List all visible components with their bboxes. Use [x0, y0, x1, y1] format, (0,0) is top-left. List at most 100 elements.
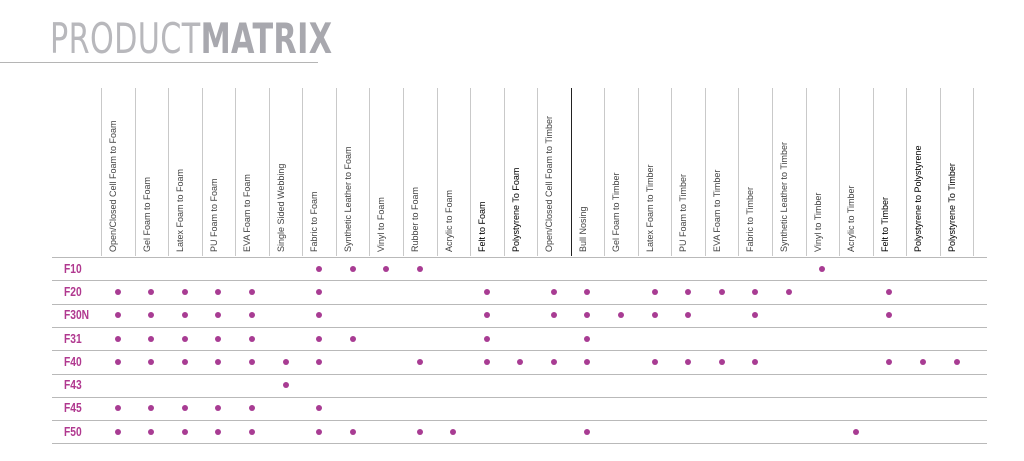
match-dot: [416, 428, 423, 435]
column-separator: [671, 88, 673, 256]
match-dot: [584, 335, 591, 342]
match-dot: [148, 358, 155, 365]
column-separator: [302, 88, 304, 256]
row-label: F43: [64, 378, 82, 393]
match-dot: [248, 335, 255, 342]
row-label: F10: [64, 261, 82, 276]
column-header: Vinyl to Timber: [807, 88, 827, 252]
match-dot: [584, 428, 591, 435]
match-dot: [215, 312, 222, 319]
match-dot: [215, 335, 222, 342]
match-dot: [248, 312, 255, 319]
match-dot: [316, 358, 323, 365]
match-dot: [114, 358, 121, 365]
match-dot: [282, 358, 289, 365]
match-dot: [181, 312, 188, 319]
column-header-label: Latex Foam to Foam: [175, 168, 186, 252]
match-dot: [752, 288, 759, 295]
match-dot: [819, 265, 826, 272]
match-dot: [215, 405, 222, 412]
match-dot: [483, 288, 490, 295]
match-dot: [886, 358, 893, 365]
row-separator: [52, 326, 988, 328]
match-dot: [148, 428, 155, 435]
column-header-label: Polystyrene To Timber: [946, 163, 957, 252]
title-bold: MATRIX: [200, 14, 333, 63]
match-dot: [316, 265, 323, 272]
match-dot: [181, 358, 188, 365]
match-dot: [148, 288, 155, 295]
match-dot: [248, 428, 255, 435]
column-header-label: Gel Foam to Timber: [611, 172, 622, 252]
column-header-label: Felt to Foam: [477, 201, 488, 252]
column-header-label: Polystyrene to Polystyrene: [913, 145, 924, 252]
column-header-label: Open/Closed Cell Foam to Timber: [544, 115, 555, 252]
row-label: F50: [64, 424, 82, 439]
column-separator: [839, 88, 841, 256]
column-header: Gel Foam to Foam: [136, 88, 156, 252]
match-dot: [651, 288, 658, 295]
match-dot: [685, 358, 692, 365]
column-separator: [704, 88, 706, 256]
row-label: F30N: [64, 308, 90, 323]
match-dot: [550, 358, 557, 365]
column-header-label: Single Sided Webbing: [275, 163, 286, 252]
row-separator: [52, 420, 988, 422]
match-dot: [550, 288, 557, 295]
match-dot: [685, 288, 692, 295]
column-header: Bull Nosing: [572, 88, 592, 252]
column-header: Synthetic Leather to Timber: [773, 88, 793, 252]
column-separator: [369, 88, 371, 256]
match-dot: [852, 428, 859, 435]
match-dot: [416, 358, 423, 365]
column-separator: [570, 88, 572, 256]
match-dot: [316, 405, 323, 412]
match-dot: [517, 358, 524, 365]
match-dot: [383, 265, 390, 272]
column-header: PU Foam to Foam: [203, 88, 223, 252]
match-dot: [181, 428, 188, 435]
title-underline: [0, 62, 318, 63]
row-separator: [52, 396, 988, 398]
match-dot: [685, 312, 692, 319]
column-header-label: Rubber to Foam: [409, 186, 420, 252]
column-header: Vinyl to Foam: [370, 88, 390, 252]
match-dot: [584, 312, 591, 319]
column-separator: [872, 88, 874, 256]
column-header-label: Felt to Timber: [879, 196, 890, 252]
column-header-label: Acrylic to Timber: [846, 185, 857, 252]
match-dot: [785, 288, 792, 295]
column-header: EVA Foam to Timber: [706, 88, 726, 252]
column-separator: [503, 88, 505, 256]
match-dot: [148, 335, 155, 342]
match-dot: [114, 335, 121, 342]
column-header-label: Gel Foam to Foam: [141, 176, 152, 252]
column-separator: [772, 88, 773, 256]
column-separator: [201, 88, 203, 256]
column-header-label: Polystyrene To Foam: [510, 167, 521, 252]
match-dot: [114, 288, 121, 295]
column-header: Latex Foam to Foam: [169, 88, 189, 252]
column-header-label: Synthetic Leather to Timber: [779, 141, 789, 252]
column-header-label: PU Foam to Foam: [208, 178, 219, 252]
page-title: PRODUCTMATRIX: [50, 16, 332, 62]
match-dot: [953, 358, 960, 365]
column-header-label: Fabric to Timber: [745, 186, 756, 252]
match-dot: [181, 335, 188, 342]
row-separator: [52, 280, 988, 282]
match-dot: [114, 405, 121, 412]
column-header: Gel Foam to Timber: [605, 88, 625, 252]
column-header: Fabric to Foam: [303, 88, 323, 252]
match-dot: [550, 312, 557, 319]
match-dot: [148, 405, 155, 412]
column-header-label: EVA Foam to Foam: [242, 174, 253, 252]
match-dot: [651, 358, 658, 365]
column-header-label: Acrylic to Foam: [443, 189, 454, 252]
match-dot: [114, 428, 121, 435]
match-dot: [919, 358, 926, 365]
column-separator: [268, 88, 270, 256]
column-header: Rubber to Foam: [404, 88, 424, 252]
column-separator: [738, 88, 740, 256]
match-dot: [886, 288, 893, 295]
